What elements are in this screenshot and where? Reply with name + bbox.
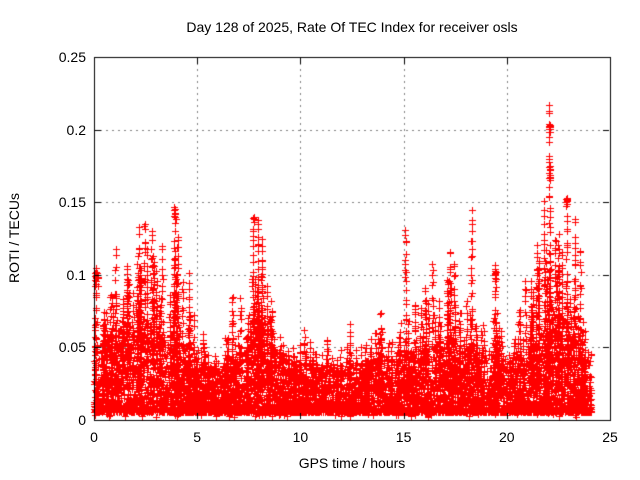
x-axis-label: GPS time / hours <box>298 455 406 471</box>
x-tick-label: 20 <box>499 429 515 445</box>
y-tick-label: 0.05 <box>58 339 86 356</box>
x-tick-label: 0 <box>90 429 98 445</box>
x-tick-label: 25 <box>602 429 618 445</box>
y-tick-label: 0.2 <box>66 121 86 138</box>
y-tick-label: 0.15 <box>58 194 86 211</box>
chart-title: Day 128 of 2025, Rate Of TEC Index for r… <box>186 19 518 35</box>
y-tick-label: 0.1 <box>66 266 86 283</box>
x-tick-label: 15 <box>395 429 412 445</box>
y-tick-label: 0.25 <box>58 49 86 65</box>
x-tick-label: 10 <box>292 429 309 445</box>
x-tick-label: 5 <box>193 429 202 445</box>
y-axis-label: ROTI / TECUs <box>6 193 22 283</box>
y-tick-label: 0 <box>78 412 86 428</box>
